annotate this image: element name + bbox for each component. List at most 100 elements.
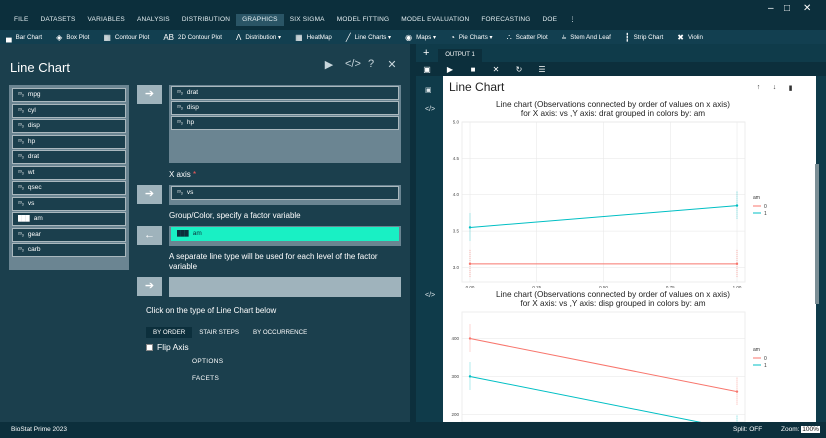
close-window-icon[interactable]: ✕ [803, 3, 812, 14]
x-axis-label: X axis * [169, 170, 197, 179]
move-down-icon[interactable]: ↓ [772, 84, 777, 91]
code-toggle-icon[interactable]: </> [425, 106, 436, 113]
help-icon[interactable]: ? [367, 58, 375, 70]
checkbox-icon[interactable] [146, 343, 153, 351]
variable-item-wt[interactable]: ²³₃ wt [12, 165, 126, 180]
variable-item-carb[interactable]: ²³₃ carb [12, 243, 126, 257]
refresh-icon[interactable]: ↻ [515, 64, 523, 74]
y-tick-label: 3.0 [453, 265, 460, 270]
toolbar-label: Distribution ▾ [245, 33, 282, 41]
toolbar-stem-and-leaf-button[interactable]: ⫨ Stem And Leaf [562, 32, 611, 42]
zoom-status: Zoom: 100% [781, 426, 820, 433]
toolbar-label: Scatter Plot [515, 33, 548, 41]
minimize-icon[interactable]: – [768, 3, 774, 14]
tab-stair-steps[interactable]: STAIR STEPS [199, 329, 239, 336]
pane-divider[interactable] [410, 44, 416, 422]
menu-forecasting[interactable]: FORECASTING [481, 16, 531, 23]
run-icon[interactable]: ▶ [324, 59, 334, 71]
delete-output-icon[interactable]: ■ [470, 64, 476, 74]
y-axis-item-drat[interactable]: ²³₃ drat [171, 86, 399, 100]
menu-variables[interactable]: VARIABLES [87, 16, 125, 23]
zoom-value[interactable]: 100% [801, 426, 820, 433]
tab-by-occurrence[interactable]: BY OCCURRENCE [253, 329, 308, 336]
menu-icon[interactable]: ☰ [538, 64, 546, 74]
dialog-title: Line Chart [10, 60, 70, 75]
code-icon[interactable]: </> [345, 58, 361, 70]
variable-item-mpg[interactable]: ²³₃ mpg [12, 88, 126, 102]
scale-icon: ²³₃ [18, 169, 24, 176]
variable-name: hp [27, 137, 36, 145]
output-title-actions: ↑ ↓ ▮ [755, 84, 803, 92]
output-block-icon[interactable]: ▣ [425, 87, 432, 94]
series-point [468, 262, 472, 266]
pie-charts-icon: ◔ [450, 32, 455, 42]
menu-datasets[interactable]: DATASETS [40, 16, 76, 23]
variable-item-disp[interactable]: ²³₃ disp [12, 119, 126, 133]
code-toggle-icon[interactable]: </> [425, 292, 436, 299]
toolbar-bar-chart-button[interactable]: ▄ Bar Chart [6, 33, 42, 42]
toolbar-pie-charts-button[interactable]: ◔ Pie Charts ▾ [450, 33, 493, 42]
menu-six-sigma[interactable]: SIX SIGMA [289, 16, 325, 23]
close-dialog-icon[interactable]: ✕ [387, 59, 397, 71]
toolbar-box-plot-button[interactable]: ◈ Box Plot [56, 33, 89, 42]
scale-icon: ²³₃ [18, 231, 24, 238]
menu-model-fitting[interactable]: MODEL FITTING [336, 16, 390, 23]
tab-by-order[interactable]: BY ORDER [146, 327, 193, 338]
menu-file[interactable]: FILE [14, 16, 29, 23]
variable-item-vs[interactable]: ²³₃ vs [12, 196, 126, 211]
menu-doe[interactable]: DOE [542, 16, 558, 23]
tab-output-1[interactable]: OUTPUT 1 [438, 49, 482, 62]
variable-name: am [33, 215, 43, 222]
y-axis-item-hp[interactable]: ²³₃ hp [171, 116, 399, 130]
move-y-vars-button[interactable]: ➔ [137, 85, 162, 104]
facets-button[interactable]: FACETS [192, 375, 220, 382]
scale-icon: ²³₃ [18, 185, 24, 191]
maximize-icon[interactable]: □ [784, 3, 791, 14]
strip-chart-icon: ┇ [624, 32, 630, 42]
variable-item-cyl[interactable]: ²³₃ cyl [12, 103, 126, 118]
move-linetype-button[interactable]: ➔ [137, 277, 162, 296]
menu-analysis[interactable]: ANALYSIS [136, 16, 170, 23]
group-item[interactable]: ███ am [171, 227, 399, 241]
x-axis-item[interactable]: ²³₃ vs [171, 186, 399, 200]
bar-chart-icon: ▄ [6, 32, 12, 42]
run-output-icon[interactable]: ▶ [446, 64, 454, 74]
variable-item-hp[interactable]: ²³₃ hp [12, 134, 126, 149]
menu-distribution[interactable]: DISTRIBUTION [181, 16, 231, 23]
toolbar-2d-contour-plot-button[interactable]: AB 2D Contour Plot [163, 33, 222, 42]
scale-icon: ²³₃ [18, 247, 24, 253]
toolbar-line-charts-button[interactable]: ╱ Line Charts ▾ [346, 33, 391, 42]
remove-group-button[interactable]: ← [137, 226, 162, 245]
toolbar-scatter-plot-button[interactable]: ∴ Scatter Plot [507, 33, 548, 42]
menu-graphics[interactable]: GRAPHICS [236, 14, 284, 26]
toolbar-strip-chart-button[interactable]: ┇ Strip Chart [625, 33, 663, 42]
scale-icon: ²³₃ [18, 123, 24, 129]
flip-axis-checkbox[interactable]: Flip Axis [146, 342, 189, 352]
output-scrollbar[interactable] [815, 164, 819, 304]
menu-model-evaluation[interactable]: MODEL EVALUATION [401, 16, 470, 23]
toolbar-label: Pie Charts ▾ [458, 33, 493, 41]
toolbar-heatmap-button[interactable]: ▦ HeatMap [295, 33, 332, 42]
stem-leaf-icon: ⫨ [561, 32, 567, 41]
add-output-icon[interactable]: + [423, 47, 430, 59]
more-menu-icon[interactable]: ⋮ [569, 16, 576, 23]
delete-icon[interactable]: ▮ [788, 85, 793, 92]
toolbar-maps-button[interactable]: ◉ Maps ▾ [405, 33, 436, 42]
toolbar-label: Maps ▾ [416, 33, 437, 41]
variable-item-am[interactable]: ███ am [12, 212, 126, 226]
close-output-icon[interactable]: ✕ [492, 64, 500, 74]
variable-name: hp [186, 119, 195, 126]
move-up-icon[interactable]: ↑ [756, 84, 761, 91]
variable-item-drat[interactable]: ²³₃ drat [12, 150, 126, 164]
options-button[interactable]: OPTIONS [192, 358, 224, 365]
toolbar-violin-button[interactable]: ✖ Violin [677, 33, 703, 42]
variable-item-qsec[interactable]: ²³₃ qsec [12, 181, 126, 195]
toolbar-distribution-button[interactable]: Λ Distribution ▾ [236, 33, 281, 42]
y-axis-item-disp[interactable]: ²³₃ disp [171, 101, 399, 115]
factor-icon: ███ [18, 216, 30, 222]
toolbar-contour-plot-button[interactable]: ▦ Contour Plot [103, 33, 149, 42]
linetype-box[interactable] [169, 277, 401, 297]
move-x-var-button[interactable]: ➔ [137, 185, 162, 204]
variable-item-gear[interactable]: ²³₃ gear [12, 227, 126, 242]
save-output-icon[interactable]: ▣ [423, 64, 431, 74]
